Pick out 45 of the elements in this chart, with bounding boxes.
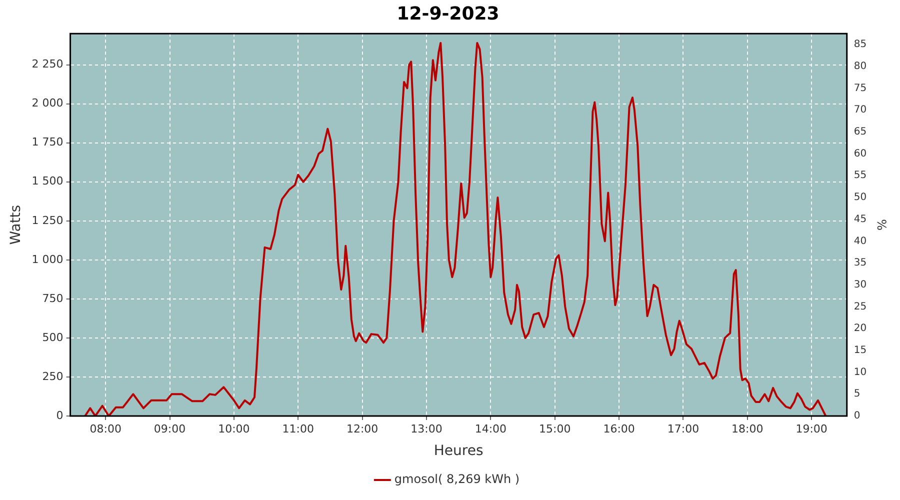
- y2-tick-label: 55: [854, 170, 867, 182]
- y2-tick-label: 0: [854, 410, 860, 422]
- y2-tick-label: 40: [854, 236, 867, 247]
- x-tick-label: 15:00: [539, 422, 571, 436]
- y2-tick-label: 25: [854, 301, 867, 312]
- y2-tick-label: 75: [854, 82, 867, 94]
- x-axis-title: Heures: [434, 443, 484, 460]
- y2-tick-label: 45: [854, 214, 867, 225]
- y-tick-label: 1 250: [32, 214, 64, 227]
- x-tick-label: 19:00: [796, 422, 828, 436]
- y-tick-label: 1 500: [32, 174, 64, 188]
- x-tick-label: 11:00: [282, 422, 314, 436]
- y2-tick-label: 50: [854, 192, 867, 204]
- y2-tick-label: 20: [854, 323, 867, 334]
- y-tick-label: 500: [42, 330, 64, 344]
- y-tick-label: 1 750: [32, 136, 64, 149]
- y2-tick-label: 70: [854, 104, 867, 116]
- y-tick-label: 1 000: [32, 252, 64, 266]
- y-tick-label: 2 000: [32, 96, 64, 110]
- y2-tick-label: 35: [854, 258, 867, 269]
- x-tick-label: 18:00: [732, 422, 764, 436]
- legend-label: gmosol( 8,269 kWh ): [394, 472, 520, 486]
- x-tick-label: 09:00: [154, 422, 186, 436]
- y-tick-label: 2 250: [32, 58, 64, 71]
- y2-tick-label: 15: [854, 345, 867, 356]
- y2-tick-label: 60: [854, 148, 867, 160]
- y2-tick-label: 30: [854, 279, 867, 290]
- y-tick-label: 250: [42, 370, 64, 383]
- x-tick-label: 13:00: [410, 422, 442, 436]
- x-tick-label: 12:00: [346, 422, 378, 436]
- y-axis-title: Watts: [8, 204, 24, 245]
- y-tick-label: 750: [42, 292, 64, 305]
- y2-axis-title: %: [874, 219, 889, 231]
- x-tick-label: 08:00: [90, 422, 122, 436]
- x-tick-label: 14:00: [474, 422, 507, 436]
- x-tick-label: 10:00: [218, 422, 250, 436]
- y2-tick-label: 5: [854, 388, 860, 400]
- chart-title: 12-9-2023: [396, 3, 500, 24]
- y2-tick-label: 85: [854, 39, 867, 50]
- y2-tick-label: 10: [854, 366, 867, 378]
- x-tick-label: 16:00: [603, 422, 635, 436]
- y-tick-label: 0: [56, 408, 64, 422]
- x-tick-label: 17:00: [667, 422, 700, 436]
- y2-tick-label: 65: [854, 126, 867, 138]
- y2-tick-label: 80: [854, 60, 867, 72]
